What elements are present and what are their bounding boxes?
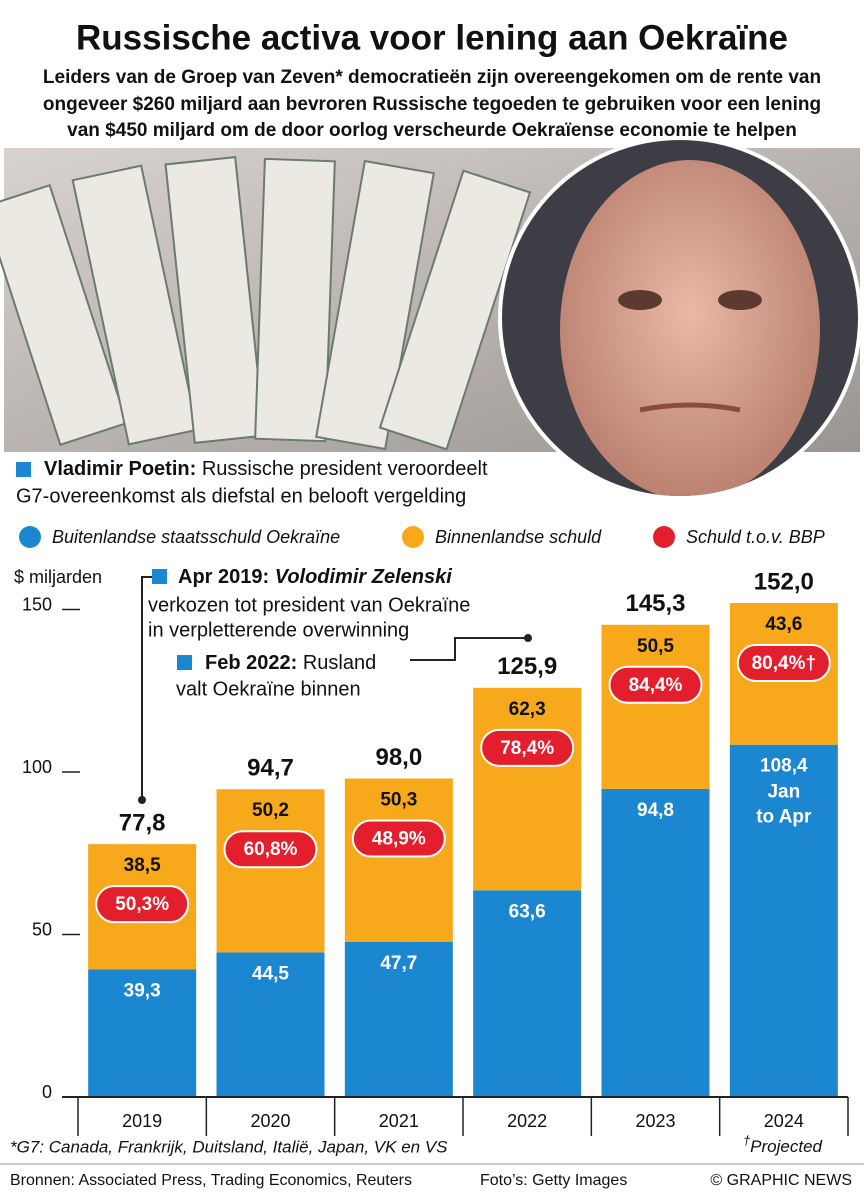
x-tick-label: 2021 [379,1111,419,1131]
ratio-label: 84,4% [629,675,683,696]
footnote: *G7: Canada, Frankrijk, Duitsland, Itali… [10,1137,448,1156]
total-label: 94,7 [247,755,294,782]
legend-label: Buitenlandse staatsschuld Oekraïne [52,527,340,547]
bar-segment [216,952,325,1097]
x-tick-label: 2022 [507,1111,547,1131]
bar-segment [344,778,453,942]
annotation: Feb 2022: Rusland [205,652,376,674]
y-tick-label: 100 [22,757,52,777]
annotation-marker [177,655,192,670]
x-tick-label: 2019 [122,1111,162,1131]
annotation: in verpletterende overwinning [148,619,409,641]
value-label: 38,5 [124,855,161,876]
bar-note: Jan [767,782,800,803]
projected-note: †Projected [743,1133,823,1156]
subtitle: Leiders van de Groep van Zeven* democrat… [43,67,821,88]
subtitle: ongeveer $260 miljard aan bevroren Russi… [43,94,821,115]
value-label: 43,6 [765,614,802,635]
bar-segment [729,744,838,1097]
legend-swatch [653,526,675,548]
total-label: 98,0 [375,744,422,771]
value-label: 39,3 [124,980,161,1001]
bar-segment [88,969,197,1097]
value-label: 108,4 [760,756,808,777]
y-tick-label: 0 [42,1082,52,1102]
annotation: verkozen tot president van Oekraïne [148,594,470,616]
ratio-label: 50,3% [115,894,169,915]
x-tick-label: 2020 [250,1111,290,1131]
ratio-label: 60,8% [244,839,298,860]
legend-label: Schuld t.o.v. BBP [686,527,825,547]
value-label: 50,3 [380,790,417,811]
total-label: 152,0 [754,568,814,595]
sources: Bronnen: Associated Press, Trading Econo… [10,1172,412,1189]
value-label: 94,8 [637,800,674,821]
annotation: Apr 2019: Volodimir Zelenski [178,566,452,588]
photo [0,136,862,500]
photo-credit: Foto’s: Getty Images [480,1172,627,1189]
value-label: 50,5 [637,636,674,657]
photo-caption: Vladimir Poetin: Russische president ver… [44,458,488,480]
annotation: valt Oekraïne binnen [176,678,361,700]
ratio-label: 48,9% [372,829,426,850]
legend-swatch [402,526,424,548]
x-tick-label: 2023 [635,1111,675,1131]
ratio-label: 78,4% [500,738,554,759]
bar-segment [473,890,582,1097]
x-tick-label: 2024 [764,1111,804,1131]
y-tick-label: 150 [22,594,52,614]
leader-dot [138,796,146,804]
legend-label: Binnenlandse schuld [435,527,602,547]
subtitle: van $450 miljard om de door oorlog versc… [67,120,797,141]
bar-segment [216,789,325,953]
value-label: 50,2 [252,800,289,821]
y-axis-label: $ miljarden [14,567,102,587]
ratio-badge [480,728,575,767]
leader-dot [524,634,532,642]
ratio-badge [351,819,446,858]
caption-marker [16,462,31,477]
value-label: 44,5 [252,963,289,984]
value-label: 47,7 [380,953,417,974]
value-label: 62,3 [509,699,546,720]
bar-segment [344,941,453,1097]
bar-segment [601,624,710,789]
value-label: 63,6 [509,901,546,922]
total-label: 77,8 [119,809,166,836]
ratio-badge [736,644,831,682]
legend-swatch [19,526,41,548]
bar-segment [473,687,582,891]
y-tick-label: 50 [32,919,52,939]
ratio-badge [95,885,190,924]
credit: © GRAPHIC NEWS [710,1172,852,1189]
ratio-badge [608,665,703,704]
ratio-badge [223,830,318,869]
ratio-label: 80,4%† [752,653,816,674]
annotation-marker [152,569,167,584]
total-label: 125,9 [497,653,557,680]
bar-segment [601,788,710,1097]
total-label: 145,3 [625,590,685,617]
bar-note: to Apr [756,807,812,828]
photo-caption: G7-overeenkomst als diefstal en belooft … [16,485,466,507]
leader-lines [141,576,528,800]
chart-title: Russische activa voor lening aan Oekraïn… [76,18,788,57]
